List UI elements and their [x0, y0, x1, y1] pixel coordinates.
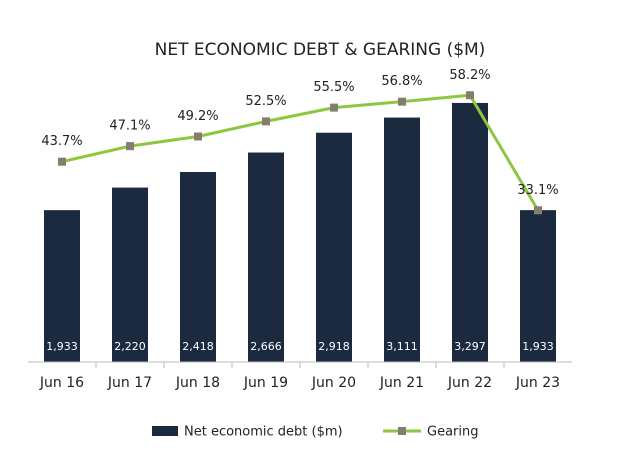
line-value-label: 52.5% — [245, 94, 286, 109]
line-value-label: 49.2% — [177, 109, 218, 124]
line-value-label: 55.5% — [313, 80, 354, 95]
bar-value-label: 3,297 — [454, 340, 486, 353]
x-tick-label: Jun 19 — [243, 375, 288, 391]
bar — [248, 152, 284, 362]
x-tick-label: Jun 21 — [379, 375, 424, 391]
bar-value-label: 1,933 — [522, 340, 554, 353]
legend-swatch — [152, 426, 178, 436]
marker — [330, 103, 338, 112]
x-tick-label: Jun 16 — [39, 375, 84, 391]
line-value-label: 47.1% — [109, 119, 150, 134]
marker — [398, 97, 406, 106]
gearing-line — [61, 93, 540, 212]
bar — [44, 210, 80, 362]
bar — [452, 102, 488, 362]
line-value-label: 58.2% — [449, 68, 490, 83]
bar — [180, 172, 216, 362]
bar-value-label: 2,666 — [250, 340, 282, 353]
legend-label: Net economic debt ($m) — [184, 425, 343, 440]
marker — [194, 132, 202, 141]
marker — [534, 206, 542, 215]
x-tick-label: Jun 17 — [107, 375, 152, 391]
bar-value-label: 1,933 — [46, 340, 78, 353]
legend-label: Gearing — [427, 425, 479, 440]
marker — [262, 117, 270, 126]
bar-value-label: 2,918 — [318, 340, 350, 353]
line-value-label: 56.8% — [381, 74, 422, 89]
bar — [384, 117, 420, 362]
chart-title: NET ECONOMIC DEBT & GEARING ($M) — [155, 40, 486, 60]
bar — [316, 132, 352, 362]
line-value-label: 33.1% — [517, 183, 558, 198]
marker — [58, 157, 66, 166]
x-tick-label: Jun 22 — [447, 375, 492, 391]
bar-value-label: 2,220 — [114, 340, 146, 353]
line-value-label: 43.7% — [41, 134, 82, 149]
bar-value-label: 2,418 — [182, 340, 214, 353]
marker — [126, 142, 134, 151]
x-tick-label: Jun 20 — [311, 375, 356, 391]
legend-marker — [398, 427, 406, 435]
x-tick-label: Jun 23 — [515, 375, 560, 391]
marker — [466, 91, 474, 100]
bar-value-label: 3,111 — [386, 340, 418, 353]
bar — [112, 187, 148, 362]
x-tick-label: Jun 18 — [175, 375, 220, 391]
bar — [520, 210, 556, 362]
